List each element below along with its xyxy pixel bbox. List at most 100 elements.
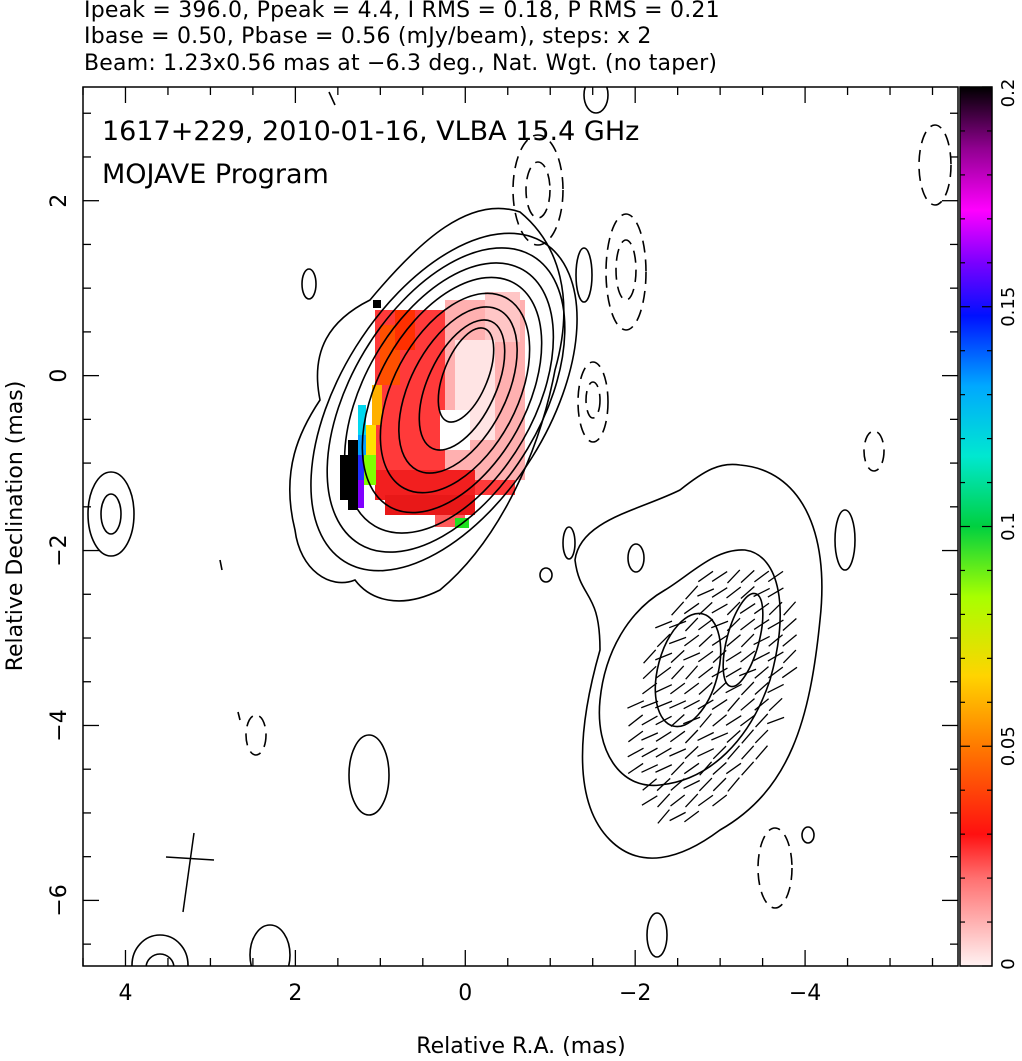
polarization-vector: [684, 745, 699, 760]
y-tick-label: −2: [47, 534, 72, 566]
polarization-vector: [683, 602, 700, 615]
colorbar-label: 0.05: [998, 726, 1019, 766]
polarization-vector: [670, 778, 685, 791]
polarization-vector: [711, 620, 729, 629]
polarization-vector: [641, 700, 659, 709]
polarization-vector: [753, 602, 770, 615]
jet-contours: [574, 463, 823, 859]
polarization-vector: [684, 810, 700, 823]
polarization-vector: [697, 570, 714, 583]
polarization-vector: [767, 587, 784, 598]
colorbar-label: 0.2: [998, 79, 1019, 108]
polarization-vector: [740, 698, 755, 711]
polarization-vector: [783, 601, 797, 616]
polarization-vector: [628, 730, 644, 743]
polarization-vector: [739, 603, 756, 614]
polarization-vector: [754, 681, 769, 695]
polarization-vector: [642, 778, 658, 791]
polarization-vector: [698, 666, 714, 679]
polarization-vector: [754, 729, 769, 744]
polarization-vector: [711, 571, 728, 582]
polarization-vector: [767, 570, 784, 583]
polarization-vector: [740, 681, 755, 696]
polarization-vector: [670, 682, 686, 695]
polarization-vector: [671, 665, 685, 680]
polarization-vector: [669, 620, 687, 629]
header-line-2: Ibase = 0.50, Pbase = 0.56 (mJy/beam), s…: [84, 24, 652, 49]
polarization-vector: [712, 714, 728, 727]
polarization-vector: [782, 634, 797, 647]
polarization-vector: [753, 635, 770, 646]
polarization-vector: [684, 682, 700, 695]
polarization-vector: [711, 667, 728, 678]
polarization-vector: [754, 698, 770, 711]
polarization-vector: [725, 667, 742, 678]
polarization-vector: [669, 748, 687, 757]
polarization-vector: [643, 649, 657, 664]
polarization-vector: [668, 636, 687, 645]
polarization-vector: [712, 777, 727, 792]
annotation-source: 1617+229, 2010-01-16, VLBA 15.4 GHz: [102, 116, 639, 147]
polarization-vector: [740, 569, 755, 584]
plot-frame: [82, 86, 959, 967]
polarization-vector: [684, 729, 699, 744]
polarization-vector: [641, 764, 659, 773]
polarization-vector: [740, 633, 755, 648]
polarization-vector: [657, 809, 670, 824]
colorbar-label: 0.15: [998, 287, 1019, 327]
x-tick-label: 0: [458, 981, 472, 1006]
polarization-vector: [683, 716, 701, 725]
polarization-vector: [782, 649, 797, 664]
polarization-vector: [698, 618, 714, 631]
polarization-vector: [741, 761, 755, 776]
y-tick-label: 0: [47, 369, 72, 383]
polarization-vector: [641, 747, 658, 758]
polarization-vector: [655, 764, 673, 773]
polarization-vector: [670, 713, 685, 727]
y-axis-label: Relative Declination (mas): [3, 381, 28, 672]
polarization-vector: [726, 569, 741, 584]
polarization-vector: [754, 570, 770, 583]
y-tick-label: 2: [47, 194, 72, 208]
polarization-vector: [627, 700, 645, 709]
polarization-vector: [726, 617, 741, 632]
polarization-vector: [741, 745, 755, 760]
polarization-vector: [697, 650, 714, 663]
polarization-vector: [697, 748, 715, 757]
polarization-vector: [741, 729, 755, 744]
header-line-1: Ipeak = 396.0, Ppeak = 4.4, I RMS = 0.18…: [84, 0, 720, 23]
polarization-vector: [670, 649, 685, 664]
polarization-vector: [768, 601, 783, 616]
polarization-vector: [711, 603, 728, 614]
polarization-vector: [727, 777, 740, 792]
polarization-vector: [641, 795, 658, 806]
polarization-vector: [781, 666, 798, 679]
polarization-vector: [782, 618, 797, 631]
polarization-vector: [711, 587, 728, 598]
polarization-vector: [755, 745, 768, 760]
colorbar-label: 0.1: [998, 512, 1019, 541]
polarization-vector: [698, 601, 713, 616]
polarization-vector: [712, 762, 727, 775]
polarization-vector: [739, 668, 757, 677]
polarization-vector: [655, 715, 672, 726]
polarization-vector: [767, 619, 784, 630]
polarization-vector: [671, 601, 685, 616]
polarization-vector: [711, 634, 728, 647]
polarization-vector: [670, 794, 686, 807]
polarization-vector: [642, 665, 657, 680]
polarization-vector: [698, 633, 713, 648]
polarization-vector: [655, 620, 673, 629]
polarization-vector: [725, 762, 742, 775]
polarization-vector: [697, 699, 714, 710]
polarization-vector: [768, 666, 784, 679]
colorbar-labels: 0 0.05 0.1 0.15 0.2: [998, 79, 1019, 970]
polarization-vector: [712, 745, 727, 760]
header-line-3: Beam: 1.23x0.56 mas at −6.3 deg., Nat. W…: [84, 51, 718, 76]
x-tick-label: −2: [619, 981, 651, 1006]
polarization-vector: [627, 747, 644, 758]
polarization-vector: [656, 633, 671, 648]
polarization-vector: [753, 651, 770, 662]
polarization-vector: [655, 747, 672, 758]
polarization-vector: [657, 793, 671, 808]
